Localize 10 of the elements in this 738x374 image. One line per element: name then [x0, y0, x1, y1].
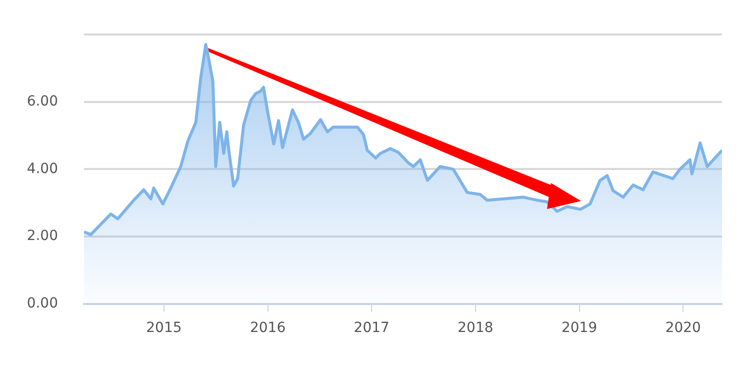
x-tick-label: 2020 — [665, 320, 701, 336]
x-tick-label: 2015 — [146, 320, 182, 336]
y-tick-label: 2.00 — [26, 228, 58, 244]
x-tick-label: 2017 — [354, 320, 390, 336]
x-tick-label: 2018 — [458, 320, 494, 336]
x-tick-label: 2016 — [250, 320, 286, 336]
y-tick-label: 6.00 — [26, 93, 58, 110]
y-tick-label: 4.00 — [26, 160, 58, 177]
x-tick-label: 2019 — [561, 320, 598, 336]
y-tick-label: 0.00 — [26, 296, 58, 312]
